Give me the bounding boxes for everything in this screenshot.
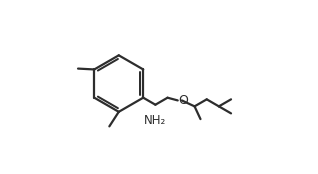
Text: O: O: [179, 94, 189, 107]
Text: NH₂: NH₂: [143, 114, 166, 127]
